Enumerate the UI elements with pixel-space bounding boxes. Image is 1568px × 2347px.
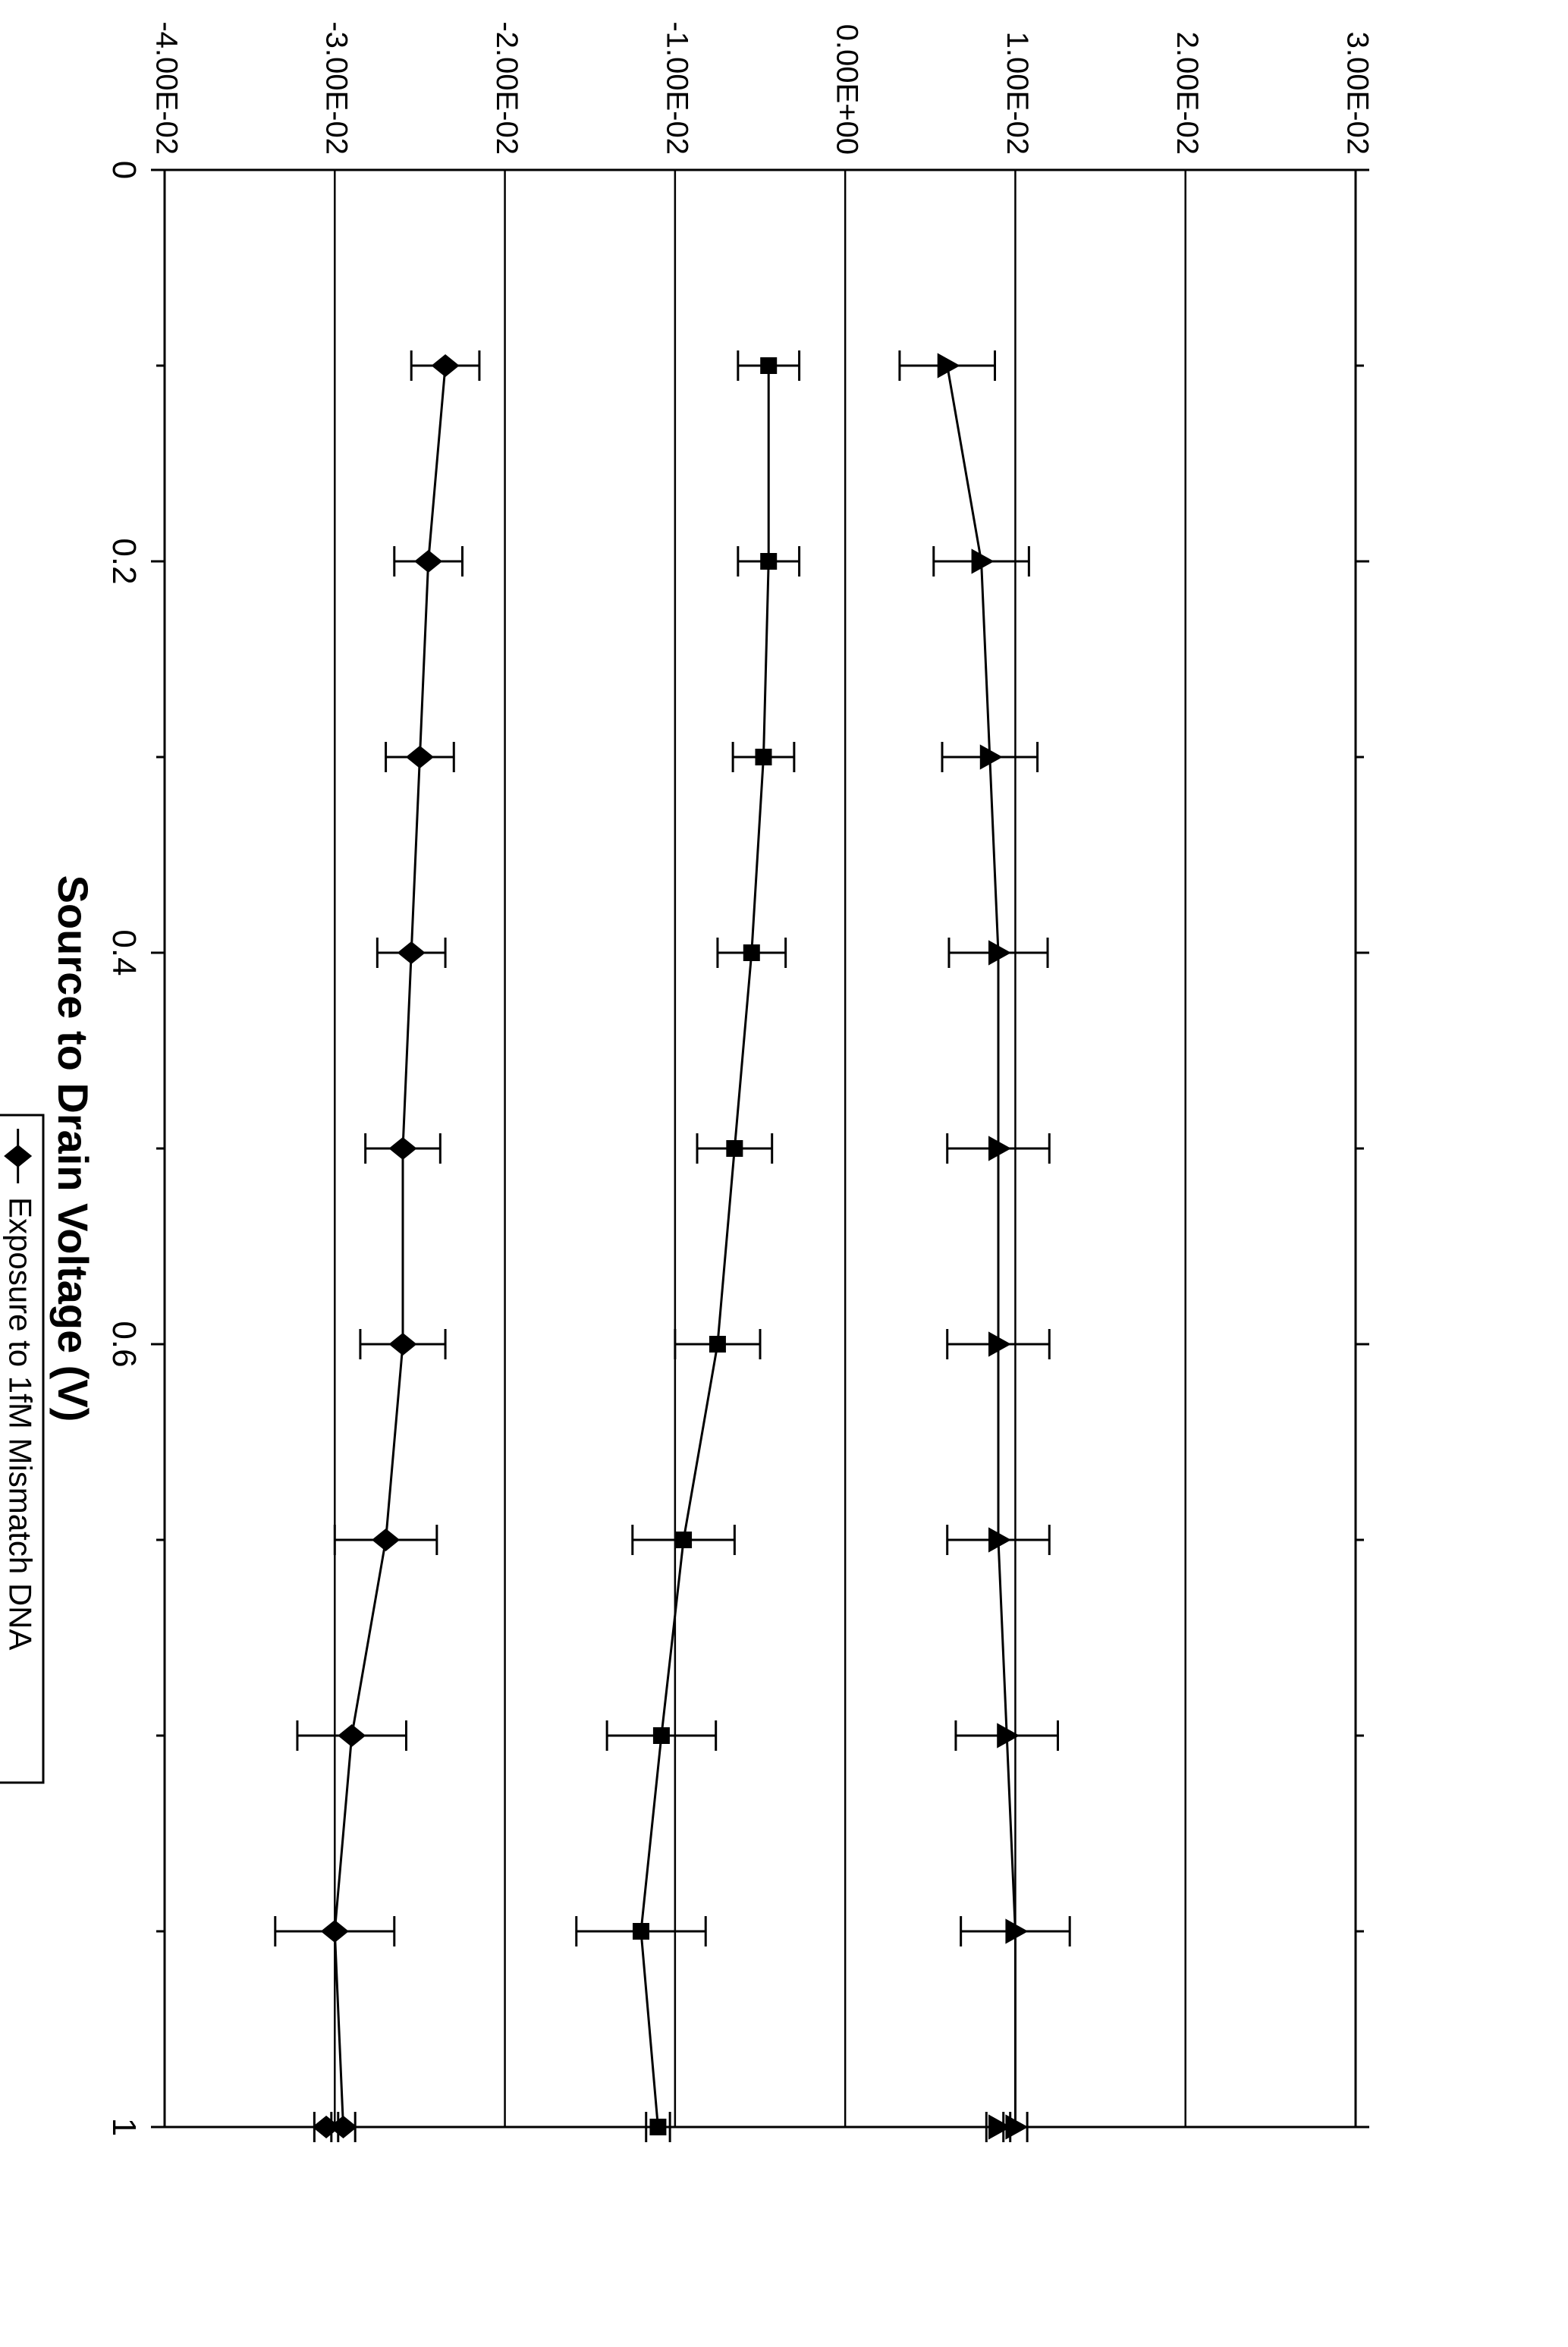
svg-text:2.00E-02: 2.00E-02 — [1171, 32, 1204, 155]
svg-text:0.00E+00: 0.00E+00 — [831, 24, 864, 155]
chart-figure: -4.00E-02 -3.00E-02 -2.00E-02 -1.00E-02 0.00… — [0, 0, 1568, 2347]
svg-text:-4.00E-02: -4.00E-02 — [149, 21, 183, 155]
svg-text:1: 1 — [105, 2118, 143, 2136]
svg-text:-1.00E-02: -1.00E-02 — [660, 21, 693, 155]
svg-text:0.6: 0.6 — [105, 1321, 143, 1367]
svg-text:0.2: 0.2 — [105, 538, 143, 584]
x-axis-label: Source to Drain Voltage (V) — [49, 875, 97, 1422]
series-buffer — [577, 350, 800, 2142]
svg-text:0: 0 — [105, 161, 143, 179]
series-target — [900, 350, 1070, 2142]
svg-text:1.00E-02: 1.00E-02 — [1001, 32, 1034, 155]
legend: Exposure to 1fM Mismatch DNAExposure to … — [0, 1115, 43, 1783]
svg-text:3.00E-02: 3.00E-02 — [1340, 32, 1374, 155]
svg-text:0.4: 0.4 — [105, 929, 143, 976]
series-mismatch — [275, 350, 479, 2142]
svg-text:-2.00E-02: -2.00E-02 — [490, 21, 523, 155]
svg-text:-3.00E-02: -3.00E-02 — [320, 21, 354, 155]
legend-label-mismatch: Exposure to 1fM Mismatch DNA — [3, 1197, 39, 1651]
